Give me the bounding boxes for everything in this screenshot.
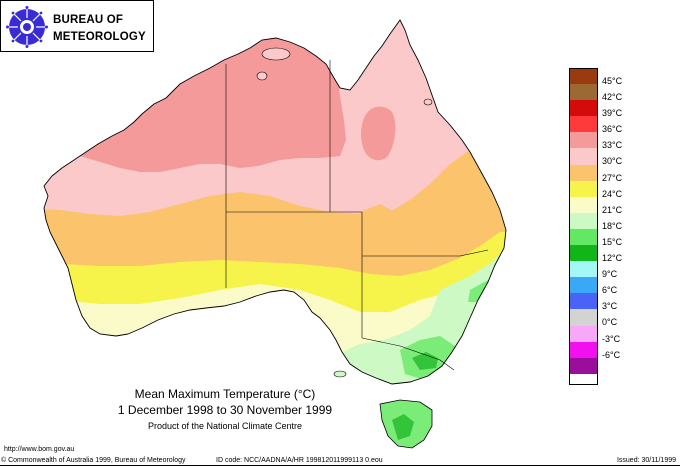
zone-33-36-cape	[361, 106, 396, 161]
legend-label: 9°C	[602, 269, 618, 280]
legend-row: 27°C	[569, 164, 629, 183]
legend-swatch	[569, 148, 598, 165]
map-date-range: 1 December 1998 to 30 November 1999	[117, 403, 333, 417]
footer-url[interactable]: http://www.bom.gov.au	[4, 446, 75, 453]
legend-label: 15°C	[602, 236, 623, 247]
nsw-vic-border	[361, 337, 455, 371]
zone-27-30-inland	[360, 204, 400, 240]
legend-row: 30°C	[569, 148, 629, 167]
legend-label: 39°C	[602, 108, 623, 119]
legend-swatch	[569, 180, 598, 197]
legend-swatch	[569, 84, 598, 101]
bottom-rule	[0, 465, 680, 466]
bom-emblem-icon	[6, 6, 48, 48]
footer-issued-date: Issued: 30/11/1999	[616, 457, 676, 464]
legend-row: 42°C	[569, 84, 629, 103]
temperature-legend: 45°C 42°C 39°C 36°C 33°C 30°C 27°C 24°C 21°C 18°C…	[569, 68, 629, 374]
zone-12-15	[412, 352, 438, 370]
legend-row: 18°C	[569, 212, 629, 231]
legend-swatch	[569, 293, 598, 310]
legend-label: 30°C	[602, 156, 623, 167]
logo-line-2: METEOROLOGY	[53, 31, 146, 43]
logo-line-1: BUREAU OF	[53, 14, 124, 26]
bom-logo-text: BUREAU OF METEOROLOGY	[53, 12, 146, 46]
islands	[256, 47, 433, 106]
footer-id-code: ID code: NCC/AADNA/A/HR 199812011999113 …	[216, 457, 383, 464]
legend-swatch	[569, 228, 598, 246]
legend-label: 3°C	[602, 301, 618, 312]
inland-cooler-spot	[256, 71, 268, 81]
map-subtitle: Product of the National Climate Centre	[147, 421, 303, 431]
legend-row: 24°C	[569, 180, 629, 199]
legend-swatch	[569, 68, 598, 85]
legend-swatch	[569, 212, 598, 229]
bom-logo: BUREAU OF METEOROLOGY	[0, 0, 154, 52]
legend-label: 24°C	[602, 188, 623, 199]
legend-row: 3°C	[569, 293, 629, 312]
legend-swatch	[569, 357, 598, 374]
legend-label: 18°C	[602, 220, 623, 231]
legend-row: 9°C	[569, 261, 629, 280]
legend-label: 45°C	[602, 76, 623, 86]
legend-swatch	[569, 132, 598, 149]
legend-label: 33°C	[602, 140, 623, 151]
legend-row: 21°C	[569, 196, 629, 215]
tasmania-cool-zone	[392, 414, 414, 440]
legend-swatch	[569, 277, 598, 294]
tasmania	[333, 370, 433, 449]
legend-row: 33°C	[569, 132, 629, 151]
legend-label: 36°C	[602, 124, 623, 135]
legend-swatch	[569, 100, 598, 117]
legend-label: 0°C	[602, 317, 618, 328]
legend-swatch	[569, 116, 598, 133]
legend-label: -3°C	[602, 333, 621, 344]
legend-row: 6°C	[569, 277, 629, 296]
legend-swatch	[569, 261, 598, 278]
map-title: Mean Maximum Temperature (°C)	[134, 387, 316, 401]
legend-label: 6°C	[602, 285, 618, 296]
legend-row: 0°C	[569, 309, 629, 328]
legend-label: 27°C	[602, 172, 623, 183]
legend-row: 12°C	[569, 245, 629, 264]
legend-swatch	[569, 164, 598, 181]
tiwi-islands	[261, 47, 291, 61]
legend-swatch	[569, 196, 598, 213]
legend-swatch	[569, 325, 598, 342]
legend-row: 39°C	[569, 100, 629, 119]
legend-row: -3°C	[569, 325, 629, 344]
legend-row: -6°C	[569, 341, 629, 360]
footer-copyright: © Commonwealth of Australia 1999, Bureau…	[1, 457, 186, 464]
legend-label: 42°C	[602, 92, 623, 103]
zone-33-36-west	[44, 20, 346, 172]
kangaroo-island	[333, 370, 347, 378]
legend-label: -6°C	[602, 349, 621, 360]
legend-row	[569, 357, 629, 374]
legend-swatch	[569, 309, 598, 326]
qld-nsw-border	[362, 249, 489, 257]
legend-row: 36°C	[569, 116, 629, 135]
legend-swatch	[569, 245, 598, 262]
legend-label: 21°C	[602, 204, 623, 215]
legend-row: 45°C	[569, 68, 629, 86]
state-borders	[225, 60, 489, 371]
legend-row: 15°C	[569, 228, 629, 247]
legend-swatch	[569, 341, 598, 358]
legend-label: 12°C	[602, 253, 623, 264]
cairns-spot	[423, 98, 433, 106]
